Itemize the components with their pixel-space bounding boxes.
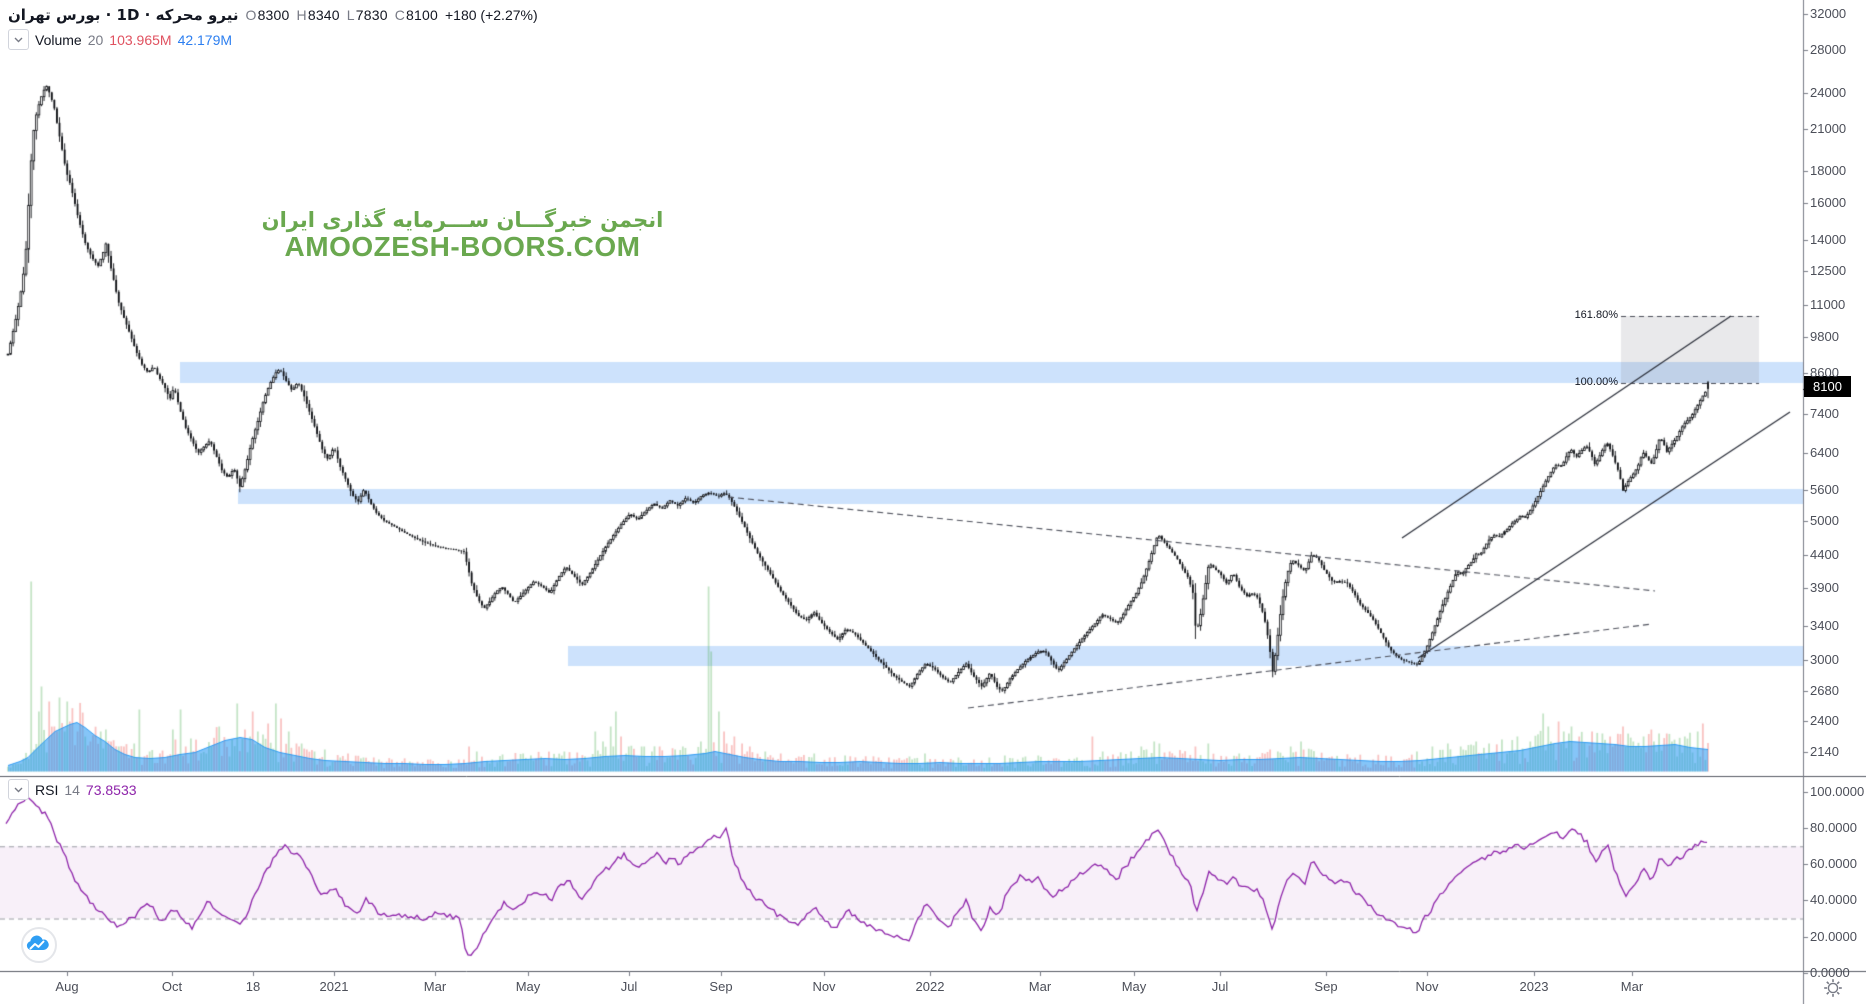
time-tick-label: May	[1121, 979, 1147, 994]
price-tick-label: 24000	[1810, 84, 1847, 100]
rsi-tick-label: 60.0000	[1810, 856, 1857, 872]
time-tick-label: Sep	[1314, 979, 1338, 994]
gear-icon[interactable]	[1822, 977, 1844, 999]
rsi-tick-label: 20.0000	[1810, 928, 1857, 944]
price-tick-label: 11000	[1810, 297, 1846, 313]
price-tick-label: 3000	[1810, 651, 1839, 667]
time-tick-label: Sep	[709, 979, 733, 994]
price-tick-label: 9800	[1810, 328, 1839, 344]
watermark-line-latin: AMOOZESH-BOORS.COM	[284, 231, 641, 263]
rsi-label: RSI	[35, 781, 59, 798]
rsi-axis[interactable]: 100.0000 80.0000 60.0000 40.0000 20.0000 0.00…	[1810, 0, 1866, 1004]
price-tick-label: 3900	[1810, 580, 1839, 596]
price-tick-label: 5000	[1810, 512, 1839, 528]
rsi-length: 14	[64, 781, 80, 798]
rsi-indicator-row[interactable]: RSI 14 73.8533	[8, 779, 137, 800]
time-tick-label: Mar	[423, 979, 447, 994]
watermark: انجمن خبرگـــان ســـرمایه گذاری ایران AM…	[240, 208, 685, 263]
chevron-down-icon[interactable]	[8, 29, 29, 50]
last-price-badge: 8100	[1804, 376, 1851, 397]
rsi-tick-label: 100.0000	[1810, 784, 1865, 800]
time-tick-label: Mar	[1028, 979, 1052, 994]
time-tick-label: Aug	[55, 979, 79, 994]
time-tick-label: Oct	[161, 979, 183, 994]
volume-value-red: 103.965M	[109, 31, 172, 48]
price-axis[interactable]: 32000 28000 24000 21000 18000 16000 14000 12500…	[1810, 0, 1866, 1004]
price-tick-label: 2140	[1810, 744, 1839, 760]
time-tick-label: 2021	[319, 979, 349, 994]
price-tick-label: 6400	[1810, 445, 1839, 461]
fib-level-100-label[interactable]: 100.00%	[1574, 376, 1618, 388]
time-tick-label: May	[515, 979, 541, 994]
price-tick-label: 12500	[1810, 262, 1847, 278]
volume-indicator-row[interactable]: Volume 20 103.965M 42.179M	[8, 29, 232, 50]
price-tick-label: 21000	[1810, 120, 1847, 136]
price-tick-label: 3400	[1810, 617, 1839, 633]
symbol-title[interactable]: نیرو محرکه · 1D · بورس تهران	[8, 6, 239, 24]
time-tick-label: 18	[245, 979, 261, 994]
price-tick-label: 8600	[1810, 364, 1839, 380]
price-tick-label: 16000	[1810, 195, 1847, 211]
ohlc-close: C8100	[394, 7, 438, 23]
rsi-tick-label: 0.0000	[1810, 964, 1850, 980]
time-axis[interactable]: Aug Oct 18 2021 Mar May Jul Sep Nov 2022 Mar May Jul…	[0, 974, 1803, 1004]
time-tick-label: Jul	[1211, 979, 1229, 994]
price-tick-label: 7400	[1810, 405, 1839, 421]
ohlc-open: O8300	[245, 7, 290, 23]
price-tick-label: 5600	[1810, 481, 1839, 497]
price-tick-label: 32000	[1810, 6, 1847, 21]
price-tick-label: 2400	[1810, 712, 1839, 728]
time-tick-label: Mar	[1620, 979, 1644, 994]
rsi-value: 73.8533	[85, 781, 137, 798]
price-tick-label: 18000	[1810, 163, 1847, 179]
price-tick-label: 2680	[1810, 682, 1839, 698]
volume-length: 20	[87, 31, 104, 48]
time-tick-label: Jul	[620, 979, 638, 994]
volume-value-blue: 42.179M	[177, 31, 233, 48]
site-logo-icon[interactable]	[20, 926, 58, 964]
chevron-down-icon[interactable]	[8, 779, 29, 800]
time-tick-label: 2023	[1519, 979, 1549, 994]
time-tick-label: 2022	[915, 979, 945, 994]
time-tick-label: Nov	[812, 979, 836, 994]
fib-level-161-label[interactable]: 161.80%	[1574, 309, 1618, 321]
rsi-tick-label: 40.0000	[1810, 892, 1857, 908]
price-tick-label: 14000	[1810, 231, 1847, 247]
symbol-header[interactable]: نیرو محرکه · 1D · بورس تهران O8300 H8340…	[8, 6, 538, 24]
price-tick-label: 4400	[1810, 547, 1839, 563]
change-value: +180 (+2.27%)	[445, 7, 538, 23]
price-tick-label: 28000	[1810, 42, 1847, 58]
rsi-tick-label: 80.0000	[1810, 820, 1857, 836]
watermark-line-persian: انجمن خبرگـــان ســـرمایه گذاری ایران	[261, 208, 664, 232]
ohlc-high: H8340	[296, 7, 340, 23]
ohlc-low: L7830	[346, 7, 388, 23]
volume-label: Volume	[35, 31, 82, 48]
time-tick-label: Nov	[1415, 979, 1439, 994]
